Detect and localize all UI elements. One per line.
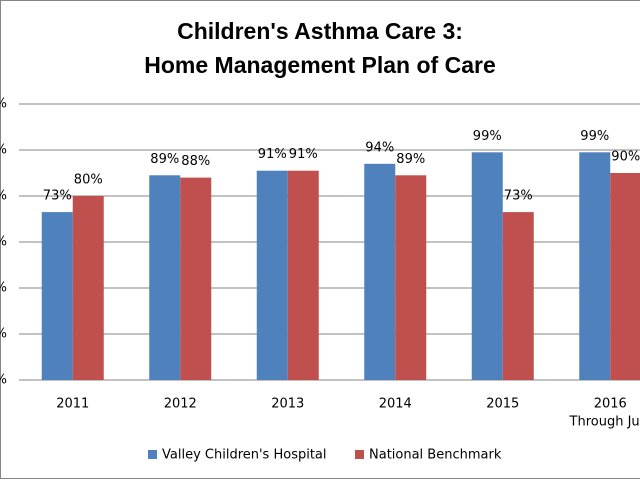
y-tick-label: 20% xyxy=(0,327,7,342)
y-tick-label: 80% xyxy=(0,189,7,204)
data-label: 88% xyxy=(181,154,210,169)
data-label: 91% xyxy=(258,147,287,162)
x-tick-label: 2013 xyxy=(271,397,304,412)
legend-label: Valley Children's Hospital xyxy=(162,448,327,463)
data-label: 91% xyxy=(289,147,318,162)
x-tick-label: 2016 xyxy=(594,397,627,412)
bar xyxy=(72,196,104,380)
data-label: 99% xyxy=(580,129,609,144)
y-tick-label: 0% xyxy=(0,373,7,388)
bar xyxy=(41,212,73,380)
data-label: 89% xyxy=(150,152,179,167)
chart-title: Children's Asthma Care 3: xyxy=(177,18,463,44)
bar xyxy=(579,152,611,380)
bar xyxy=(364,163,396,380)
bar xyxy=(610,173,640,380)
y-tick-label: 60% xyxy=(0,235,7,250)
bar xyxy=(149,175,181,380)
x-tick-label: 2014 xyxy=(379,397,412,412)
bar xyxy=(471,152,503,380)
data-label: 73% xyxy=(504,189,533,204)
x-tick-label: 2015 xyxy=(486,397,519,412)
data-label: 89% xyxy=(396,152,425,167)
x-tick-label: 2012 xyxy=(164,397,197,412)
data-label: 94% xyxy=(365,140,394,155)
bar xyxy=(502,212,534,380)
legend-label: National Benchmark xyxy=(369,448,502,463)
data-label: 90% xyxy=(611,150,640,165)
y-tick-label: 120% xyxy=(0,97,7,112)
bar xyxy=(395,175,427,380)
data-label: 80% xyxy=(74,173,103,188)
data-label: 73% xyxy=(43,189,72,204)
data-label: 99% xyxy=(473,129,502,144)
chart-title: Home Management Plan of Care xyxy=(144,52,495,78)
y-tick-label: 40% xyxy=(0,281,7,296)
x-tick-label: 2011 xyxy=(56,397,89,412)
y-tick-label: 100% xyxy=(0,143,7,158)
bar xyxy=(287,170,319,380)
bar xyxy=(256,170,288,380)
legend-swatch xyxy=(148,450,157,459)
bar xyxy=(180,177,212,380)
x-tick-note: Through July xyxy=(569,415,640,430)
legend-swatch xyxy=(355,450,364,459)
